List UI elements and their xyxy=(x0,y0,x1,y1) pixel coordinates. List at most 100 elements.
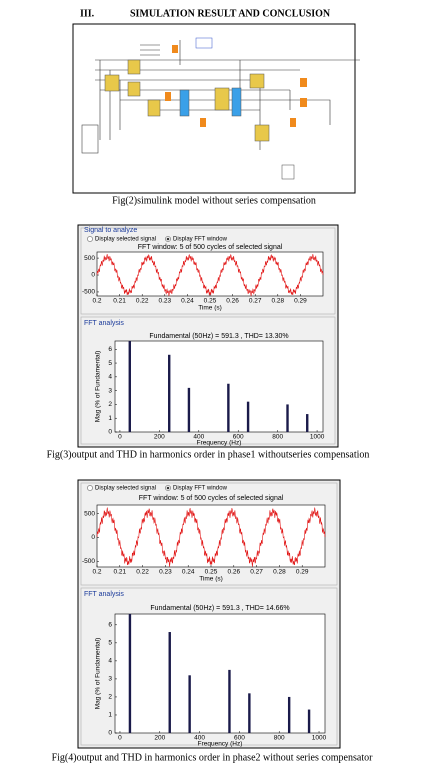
plot-title: Fundamental (50Hz) = 591.3 , THD= 14.66% xyxy=(150,605,289,612)
section-number: III. xyxy=(80,8,95,19)
x-tick-label: 0.23 xyxy=(159,569,172,576)
plot-area xyxy=(114,340,324,433)
plot-area xyxy=(96,251,324,297)
x-axis-label: Time (s) xyxy=(198,305,222,312)
y-axis-label: Mag (% of Fundamental) xyxy=(95,351,102,423)
section-title: SIMULATION RESULT AND CONCLUSION xyxy=(130,8,331,19)
x-tick-label: 0.26 xyxy=(227,569,240,576)
x-tick-label: 0.21 xyxy=(113,298,126,305)
y-tick-label: 4 xyxy=(108,658,112,665)
x-tick-label: 0.26 xyxy=(226,298,239,305)
x-tick-label: 0 xyxy=(118,434,122,441)
plot-title: Fundamental (50Hz) = 591.3 , THD= 13.30% xyxy=(149,333,288,340)
bar xyxy=(227,383,230,432)
y-tick-label: 1 xyxy=(108,415,112,422)
y-tick-label: 2 xyxy=(108,401,112,408)
x-tick-label: 0.2 xyxy=(92,298,101,305)
x-tick-label: 0.27 xyxy=(249,298,262,305)
x-tick-label: 0.29 xyxy=(294,298,307,305)
x-tick-label: 200 xyxy=(154,735,165,742)
y-tick-label: 5 xyxy=(108,640,112,647)
waveform xyxy=(96,254,324,297)
y-tick-label: -500 xyxy=(82,289,95,296)
x-tick-label: 800 xyxy=(272,434,283,441)
bar xyxy=(168,354,171,432)
plot-title: FFT window: 5 of 500 cycles of selected … xyxy=(139,495,284,502)
x-tick-label: 600 xyxy=(233,434,244,441)
radio-label: Display FFT window xyxy=(173,486,228,492)
y-tick-label: 500 xyxy=(84,510,95,517)
y-tick-label: 0 xyxy=(91,534,95,541)
y-tick-label: 3 xyxy=(108,387,112,394)
y-tick-label: 1 xyxy=(108,712,112,719)
y-axis-label: Mag (% of Fundamental) xyxy=(95,638,102,710)
bars xyxy=(128,614,311,733)
x-tick-label: 0.28 xyxy=(273,569,286,576)
caption: Fig(2)simulink model without series comp… xyxy=(112,195,316,206)
y-tick-label: 6 xyxy=(108,622,112,629)
panel-label: FFT analysis xyxy=(84,320,124,327)
y-tick-label: 4 xyxy=(108,374,112,381)
x-tick-label: 400 xyxy=(193,434,204,441)
bar xyxy=(286,404,289,432)
radio-label: Display selected signal xyxy=(95,486,156,492)
bars xyxy=(128,341,309,432)
bar xyxy=(306,414,309,432)
waveform xyxy=(96,507,326,567)
x-tick-label: 0.25 xyxy=(205,569,218,576)
x-tick-label: 1000 xyxy=(310,434,325,441)
x-tick-label: 800 xyxy=(274,735,285,742)
x-axis-label: Time (s) xyxy=(199,576,223,583)
x-tick-label: 0.28 xyxy=(271,298,284,305)
bar xyxy=(246,401,250,432)
bar xyxy=(228,669,231,733)
x-tick-label: 0.25 xyxy=(204,298,217,305)
x-tick-label: 400 xyxy=(194,735,205,742)
x-tick-label: 600 xyxy=(234,735,245,742)
x-axis-label: Frequency (Hz) xyxy=(198,741,243,748)
bar xyxy=(188,675,191,733)
bar xyxy=(168,632,171,733)
x-tick-label: 0 xyxy=(118,735,122,742)
radio-button xyxy=(87,485,93,491)
bar xyxy=(287,696,291,733)
x-tick-label: 0.22 xyxy=(136,298,149,305)
radio-label: Display FFT window xyxy=(173,237,228,243)
radio-label: Display selected signal xyxy=(95,237,156,243)
x-tick-label: 0.2 xyxy=(92,569,101,576)
x-tick-label: 0.24 xyxy=(182,569,195,576)
panel-label: FFT analysis xyxy=(84,591,124,598)
caption: Fig(3)output and THD in harmonics order … xyxy=(47,449,370,460)
simulink-diagram xyxy=(72,23,360,194)
y-tick-label: 0 xyxy=(108,429,112,436)
x-tick-label: 0.27 xyxy=(250,569,263,576)
panel-label: Signal to analyze xyxy=(84,227,137,234)
bar xyxy=(307,709,311,733)
x-tick-label: 0.21 xyxy=(113,569,126,576)
bar xyxy=(248,693,251,733)
x-axis-label: Frequency (Hz) xyxy=(197,440,242,447)
x-tick-label: 0.24 xyxy=(181,298,194,305)
y-tick-label: 500 xyxy=(84,255,95,262)
y-tick-label: 3 xyxy=(108,676,112,683)
y-tick-label: -500 xyxy=(82,558,95,565)
bar xyxy=(128,614,132,733)
plot-title: FFT window: 5 of 500 cycles of selected … xyxy=(138,244,283,251)
x-tick-label: 200 xyxy=(154,434,165,441)
bar xyxy=(128,341,131,432)
y-tick-label: 0 xyxy=(91,272,95,279)
y-tick-label: 0 xyxy=(108,730,112,737)
plot-area xyxy=(96,504,326,568)
x-tick-label: 0.23 xyxy=(158,298,171,305)
x-tick-label: 1000 xyxy=(312,735,327,742)
radio-dot xyxy=(166,486,170,490)
plot-area xyxy=(114,613,326,734)
x-tick-label: 0.29 xyxy=(296,569,309,576)
y-tick-label: 6 xyxy=(108,346,112,353)
y-tick-label: 5 xyxy=(108,360,112,367)
x-tick-label: 0.22 xyxy=(136,569,149,576)
radio-button xyxy=(87,236,93,242)
y-tick-label: 2 xyxy=(108,694,112,701)
bar xyxy=(187,387,191,432)
